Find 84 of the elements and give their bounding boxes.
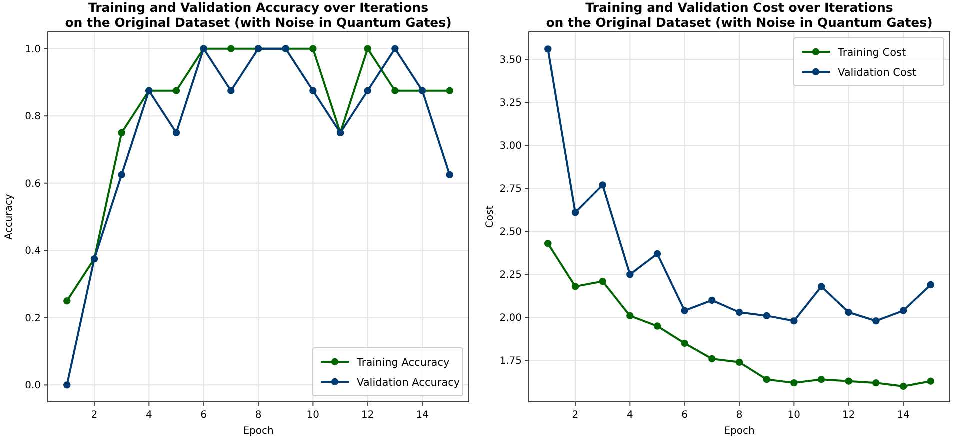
point <box>544 240 552 248</box>
y-tick-label: 1.0 <box>25 44 41 56</box>
point <box>790 318 798 325</box>
x-tick-label: 8 <box>255 410 262 421</box>
point <box>900 307 908 314</box>
y-tick-label: 3.25 <box>500 98 522 110</box>
point <box>708 296 716 304</box>
x-tick-label: 14 <box>897 410 910 421</box>
y-tick-label: 0.2 <box>25 313 41 324</box>
legend-label: Validation Cost <box>838 67 917 79</box>
point <box>763 312 770 320</box>
point <box>364 45 372 52</box>
y-axis-title: Accuracy <box>4 194 15 240</box>
y-tick-label: 2.00 <box>500 313 522 324</box>
point <box>927 378 934 385</box>
point <box>736 308 744 316</box>
x-tick-label: 12 <box>361 410 374 421</box>
point <box>118 171 126 179</box>
point <box>654 322 662 330</box>
point <box>900 382 908 390</box>
y-tick-label: 0.8 <box>25 112 41 123</box>
x-tick-label: 14 <box>416 410 429 421</box>
y-tick-label: 2.25 <box>500 270 522 282</box>
x-axis-title: Epoch <box>724 426 755 437</box>
y-tick-label: 3.00 <box>500 141 522 152</box>
point <box>172 129 180 136</box>
point <box>654 250 662 258</box>
legend-label: Training Accuracy <box>356 357 450 369</box>
point <box>708 355 716 363</box>
point <box>364 87 372 94</box>
y-tick-label: 1.75 <box>500 356 522 368</box>
point <box>228 87 235 94</box>
point <box>818 376 826 384</box>
point <box>599 182 606 189</box>
x-tick-label: 10 <box>788 410 801 421</box>
point <box>392 45 399 52</box>
x-tick-label: 4 <box>626 410 634 421</box>
y-tick-label: 0.4 <box>25 246 41 258</box>
point <box>845 378 852 385</box>
point <box>626 271 634 278</box>
point <box>392 87 399 94</box>
point <box>310 87 317 94</box>
x-axis-title: Epoch <box>243 426 274 437</box>
point <box>572 283 580 290</box>
y-tick-label: 0.0 <box>25 380 41 392</box>
point <box>446 171 454 179</box>
point <box>763 376 770 384</box>
x-tick-label: 8 <box>736 410 743 421</box>
point <box>818 283 826 290</box>
y-tick-label: 2.75 <box>500 184 522 196</box>
x-tick-label: 12 <box>842 410 856 421</box>
point <box>172 87 180 94</box>
point <box>872 318 880 325</box>
point <box>446 87 454 94</box>
point <box>118 129 126 136</box>
chart-title: Training and Validation Accuracy over Iterations on the Original Dataset (with Noise in Quantum Gates) <box>65 0 452 30</box>
point <box>544 46 552 53</box>
legend-label: Training Cost <box>837 47 906 59</box>
x-tick-label: 2 <box>91 410 98 421</box>
y-tick-label: 0.6 <box>25 178 41 190</box>
x-tick-label: 4 <box>146 410 152 421</box>
point <box>64 382 71 389</box>
point <box>845 308 852 316</box>
point <box>310 45 317 52</box>
point <box>572 209 580 216</box>
chart-title: Training and Validation Cost over Iterations on the Original Dataset (with Noise in Quantum Gates) <box>546 0 933 30</box>
point <box>681 340 688 348</box>
point <box>927 281 934 289</box>
y-axis-title: Cost <box>485 206 496 228</box>
point <box>736 358 744 366</box>
x-tick-label: 2 <box>572 410 579 421</box>
point <box>872 379 880 387</box>
point <box>599 278 606 286</box>
point <box>228 45 235 52</box>
point <box>790 379 798 387</box>
point <box>681 307 688 314</box>
x-tick-label: 6 <box>682 410 688 421</box>
y-tick-label: 3.50 <box>500 55 522 66</box>
x-tick-label: 6 <box>200 410 208 421</box>
legend-label: Validation Accuracy <box>357 377 460 389</box>
x-tick-label: 10 <box>306 410 320 421</box>
point <box>64 298 71 305</box>
y-tick-label: 2.50 <box>500 227 522 238</box>
point <box>626 312 634 320</box>
